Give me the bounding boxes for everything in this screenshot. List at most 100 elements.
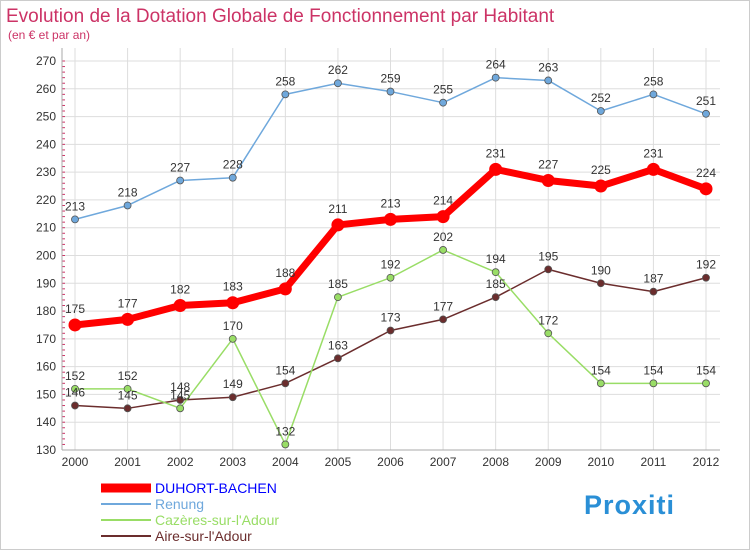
data-point [439,315,447,324]
x-tick-label: 2003 [219,455,246,469]
data-label: 188 [275,266,295,280]
data-label: 190 [591,263,611,277]
data-label: 183 [223,280,243,294]
y-tick-label: 260 [36,82,56,96]
data-label: 202 [433,230,453,244]
chart-title: Evolution de la Dotation Globale de Fonc… [6,6,555,27]
data-point [702,379,710,388]
data-label: 182 [170,283,190,297]
data-point [71,384,79,393]
data-label: 231 [486,146,506,160]
data-label: 132 [275,424,295,438]
data-point [544,265,553,274]
data-label: 175 [65,302,85,316]
legend-label: Aire-sur-l'Adour [155,528,252,544]
y-tick-label: 240 [36,137,56,151]
data-point [176,396,185,404]
grid-layer: 130 140 150 160 170 180 190 200 210 220 230 240 250 2… [36,48,720,469]
data-point [596,379,605,388]
data-label: 163 [328,338,348,352]
data-point [594,179,608,193]
data-point [228,334,237,343]
data-label: 192 [380,258,400,272]
data-point [228,173,237,182]
y-tick-label: 200 [36,249,56,263]
y-tick-label: 270 [36,54,56,68]
x-tick-label: 2006 [377,455,404,469]
data-point [278,282,292,296]
data-label: 258 [275,74,295,88]
x-tick-label: 2010 [587,455,614,469]
legend-label: Cazères-sur-l'Adour [155,512,279,528]
data-label: 225 [591,163,611,177]
data-label: 152 [118,369,138,383]
data-label: 146 [65,386,85,400]
data-point [386,326,395,335]
data-point [123,201,132,210]
data-point [384,212,397,226]
y-tick-label: 170 [36,332,56,346]
data-point [439,98,447,107]
data-point [596,279,605,288]
y-tick-label: 190 [36,276,56,290]
data-label: 154 [591,363,611,377]
data-point [331,218,345,232]
data-label: 211 [328,202,347,216]
data-label: 185 [328,277,348,291]
data-point [491,73,500,82]
data-label: 154 [643,363,663,377]
data-label: 259 [380,72,400,86]
data-label: 224 [696,166,716,180]
data-point [334,293,342,302]
data-point [386,87,395,96]
y-tick-label: 130 [36,443,56,457]
legend: DUHORT-BACHENRenungCazères-sur-l'AdourAi… [101,480,279,544]
data-label: 194 [486,252,506,266]
x-tick-label: 2012 [693,455,720,469]
data-point [334,354,342,363]
x-tick-label: 2002 [167,455,194,469]
data-label: 214 [433,194,453,208]
data-label: 228 [223,158,243,172]
data-point [176,404,185,413]
data-point [702,273,710,282]
data-label: 263 [538,60,558,74]
y-tick-label: 220 [36,193,56,207]
y-tick-label: 140 [36,415,56,429]
data-label: 231 [643,146,663,160]
x-tick-label: 2008 [482,455,509,469]
data-label: 149 [223,377,243,391]
data-label: 185 [486,277,506,291]
data-label: 262 [328,63,348,77]
data-point [646,162,660,176]
data-point [71,215,79,224]
data-point [544,76,553,85]
x-tick-label: 2005 [325,455,352,469]
data-point [489,162,503,176]
data-label: 251 [696,94,716,108]
data-label: 192 [696,258,716,272]
data-point [386,273,395,282]
series-layer: 175 177 182 183 188 211 213 214 231 227 225 231 224 2… [65,58,716,449]
data-label: 213 [380,196,400,210]
data-label: 145 [118,388,138,402]
data-label: 227 [170,160,190,174]
data-point [281,90,290,99]
data-label: 154 [696,363,716,377]
data-label: 258 [643,74,663,88]
chart-subtitle: (en € et par an) [8,28,90,42]
data-point [228,393,237,402]
data-label: 227 [538,157,558,171]
data-label: 177 [433,299,453,313]
x-tick-label: 2001 [114,455,141,469]
y-tick-label: 230 [36,165,56,179]
data-label: 152 [65,369,85,383]
x-tick-label: 2004 [272,455,299,469]
data-point [436,210,450,224]
data-point [699,182,713,196]
logo-text: Proxiti [584,490,675,520]
data-point [439,246,447,254]
data-point [596,107,605,115]
data-point [702,109,710,118]
